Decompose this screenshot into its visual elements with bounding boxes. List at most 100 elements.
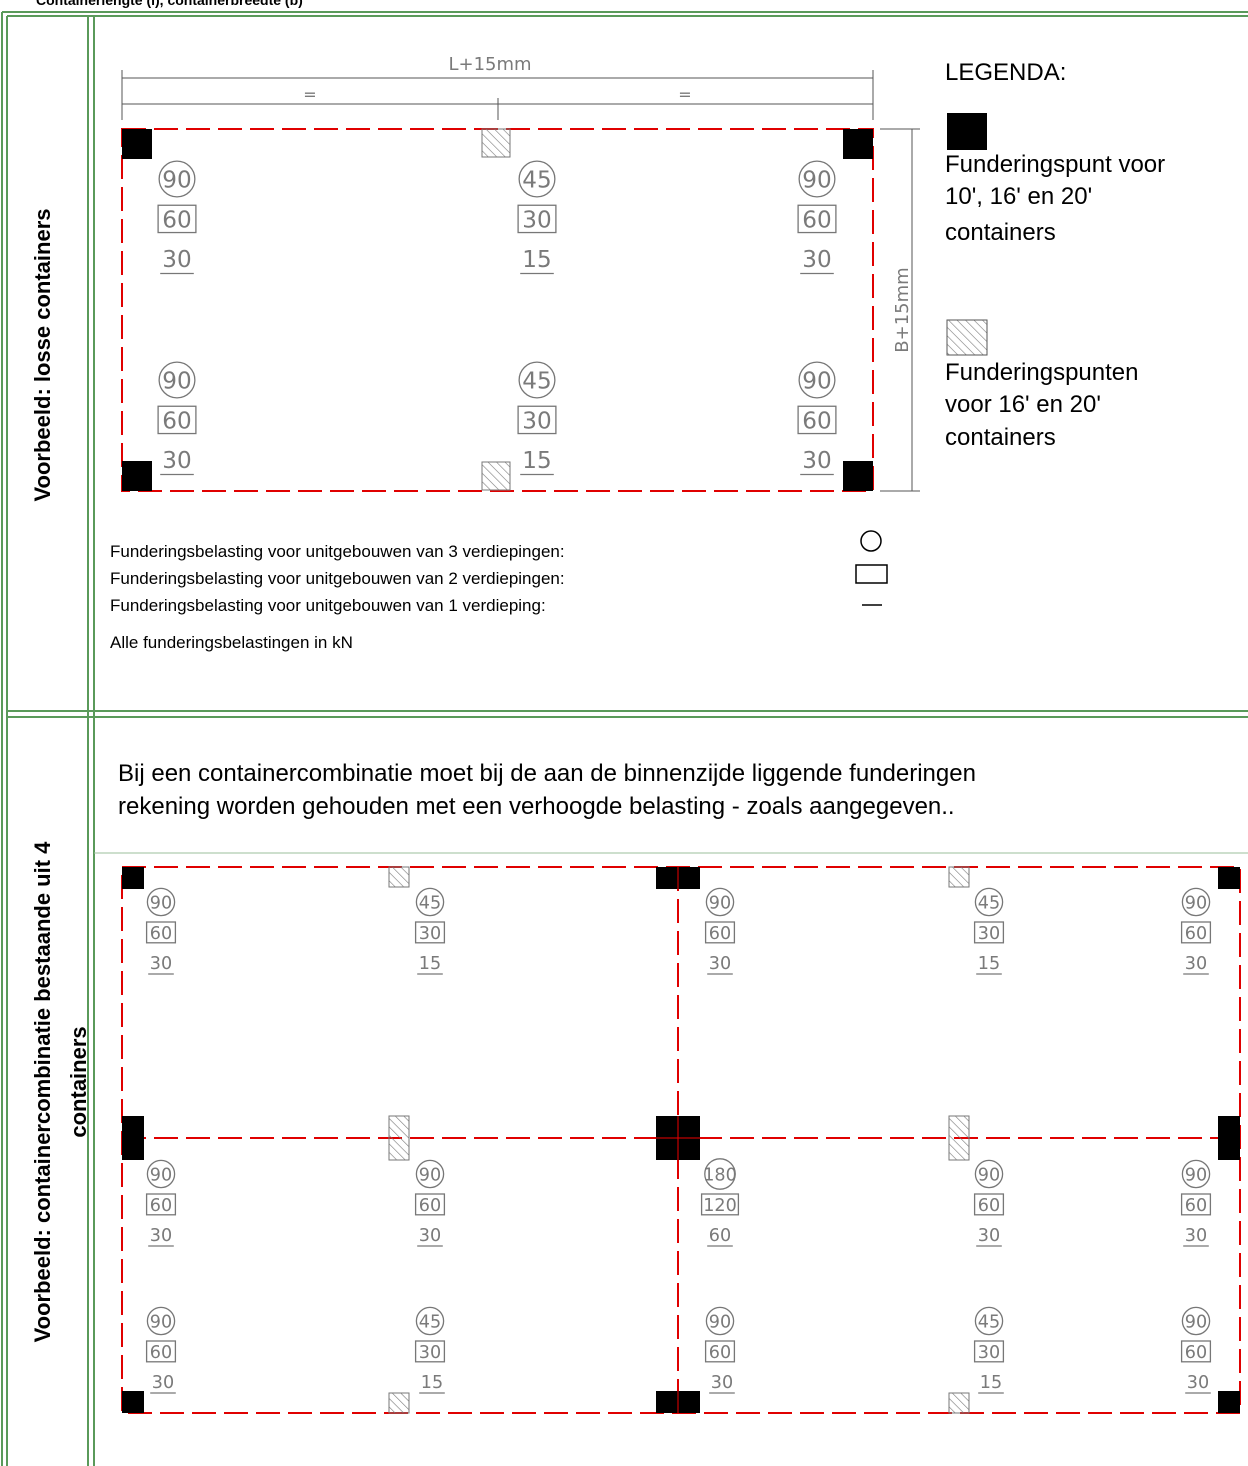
note: Funderingsbelasting voor unitgebouwen va… (110, 569, 565, 588)
load-value: 15 (980, 1373, 1002, 1393)
load-value: 30 (802, 247, 831, 273)
load-group: 90 60 30 (797, 361, 837, 476)
section2-label: Voorbeeld: containercombinatie bestaande… (30, 841, 55, 1343)
load-square (797, 204, 837, 234)
load-value: 90 (1185, 1312, 1207, 1332)
load-square (704, 921, 736, 944)
legend-text: containers (945, 424, 1056, 451)
note: Funderingsbelasting voor unitgebouwen va… (110, 596, 546, 615)
load-square (1180, 1340, 1212, 1363)
load-circle (415, 1306, 445, 1336)
load-value: 90 (978, 1165, 1000, 1185)
load-value: 60 (802, 408, 831, 434)
load-circle (415, 1159, 445, 1189)
note: Funderingsbelasting voor unitgebouwen va… (110, 542, 565, 561)
load-group: 45 30 15 (973, 887, 1005, 975)
load-group: 45 30 15 (973, 1306, 1005, 1394)
load-value: 45 (978, 893, 1000, 913)
load-value: 180 (703, 1165, 737, 1185)
legend-title: LEGENDA: (945, 59, 1066, 86)
load-value: 45 (522, 368, 551, 394)
load-square (157, 204, 197, 234)
load-value: 45 (978, 1312, 1000, 1332)
load-value: 60 (1185, 1343, 1207, 1363)
load-square (145, 1193, 177, 1216)
load-value: 60 (162, 408, 191, 434)
load-circle (1181, 887, 1211, 917)
load-square (1180, 921, 1212, 944)
table-borders (1, 11, 1248, 1466)
load-value: 30 (162, 247, 191, 273)
load-value: 30 (711, 1373, 733, 1393)
load-group: 90 60 30 (1180, 1159, 1212, 1247)
load-square (973, 1340, 1005, 1363)
load-circle (158, 361, 196, 399)
load-value: 15 (522, 448, 551, 474)
load-group: 90 60 30 (1180, 887, 1212, 975)
load-value: 30 (709, 954, 731, 974)
load-value: 30 (978, 1343, 1000, 1363)
load-value: 60 (150, 1196, 172, 1216)
load-value: 30 (419, 1343, 441, 1363)
load-square (973, 921, 1005, 944)
legend-text: voor 16' en 20' (945, 391, 1101, 418)
load-square (145, 1340, 177, 1363)
load-value: 60 (709, 1343, 731, 1363)
load-group: 90 60 30 (704, 1306, 736, 1394)
load-value: 30 (150, 1226, 172, 1246)
load-group: 90 60 30 (797, 160, 837, 275)
load-value: 90 (150, 1165, 172, 1185)
section2-text: Bij een containercombinatie moet bij de … (118, 760, 976, 787)
load-value: 60 (419, 1196, 441, 1216)
load-square (700, 1193, 740, 1216)
load-value: 90 (802, 167, 831, 193)
load-circle (146, 1306, 176, 1336)
load-value: 45 (522, 167, 551, 193)
load-value: 45 (419, 893, 441, 913)
load-group: 45 30 15 (414, 1306, 446, 1394)
load-group: 90 60 30 (1180, 1306, 1212, 1394)
dim-length: L+15mm (448, 54, 531, 75)
load-group: 90 60 30 (704, 887, 736, 975)
load-value: 30 (150, 954, 172, 974)
load-value: 30 (978, 924, 1000, 944)
load-square (145, 921, 177, 944)
load-value: 60 (1185, 1196, 1207, 1216)
load-value: 90 (709, 1312, 731, 1332)
load-value: 90 (1185, 893, 1207, 913)
load-circle (798, 361, 836, 399)
load-square (517, 405, 557, 435)
load-value: 30 (152, 1373, 174, 1393)
load-group: 90 60 30 (145, 887, 177, 975)
legend-text: Funderingspunten (945, 359, 1138, 386)
legend-text: containers (945, 219, 1056, 246)
load-group: 90 60 30 (157, 160, 197, 275)
load-circle (146, 887, 176, 917)
load-value: 30 (522, 408, 551, 434)
load-value: 60 (162, 207, 191, 233)
load-circle (974, 1159, 1004, 1189)
load-square (517, 204, 557, 234)
load-value: 90 (162, 167, 191, 193)
load-circle (1181, 1306, 1211, 1336)
load-value: 90 (419, 1165, 441, 1185)
load-value: 30 (978, 1226, 1000, 1246)
load-value: 60 (709, 1226, 731, 1246)
load-value: 90 (1185, 1165, 1207, 1185)
load-group: 90 60 30 (145, 1306, 177, 1394)
legend-text: Funderingspunt voor (945, 151, 1165, 178)
load-square (414, 1193, 446, 1216)
load-circle (146, 1159, 176, 1189)
dim-width: B+15mm (892, 267, 913, 352)
load-group: 90 60 30 (157, 361, 197, 476)
load-value: 90 (150, 1312, 172, 1332)
load-circle (1181, 1159, 1211, 1189)
load-group: 45 30 15 (414, 887, 446, 975)
load-value: 30 (522, 207, 551, 233)
load-value: 60 (150, 1343, 172, 1363)
load-group: 45 30 15 (517, 160, 557, 275)
load-circle (415, 887, 445, 917)
load-circle (518, 160, 556, 198)
dim-half: = (678, 85, 691, 104)
